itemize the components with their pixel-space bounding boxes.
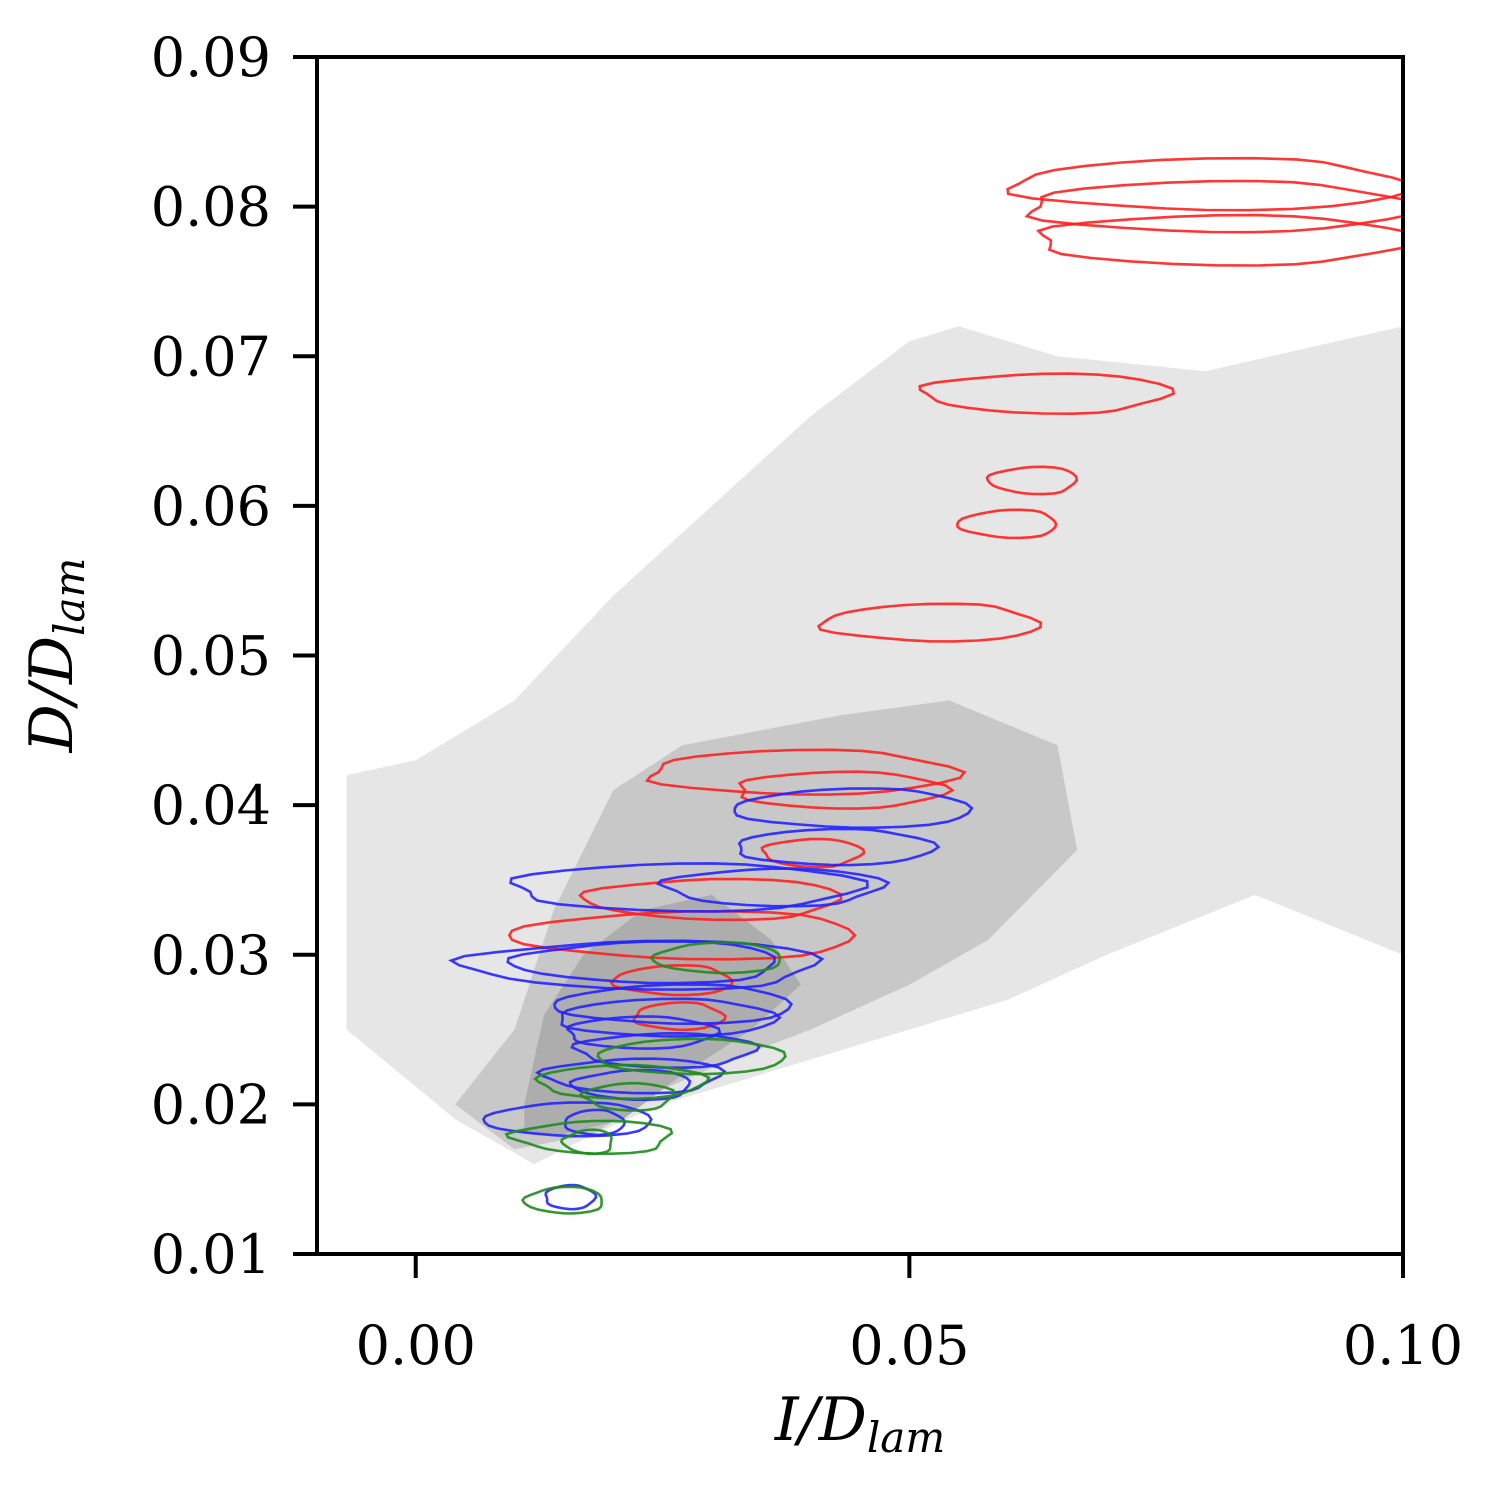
y-tick-label-6: 0.07 xyxy=(151,325,271,388)
contour-red-0 xyxy=(1006,156,1403,212)
contour-red-1 xyxy=(1024,179,1403,234)
contour-red-11 xyxy=(507,909,857,961)
y-tick-label-7: 0.08 xyxy=(151,176,271,239)
contour-red-10 xyxy=(578,877,843,922)
x-axis-ticks: 0.00 0.05 0.10 xyxy=(356,1254,1463,1377)
x-tick-label-0: 0.00 xyxy=(356,1314,476,1377)
contour-red-4 xyxy=(985,465,1079,496)
contour-blue-9 xyxy=(570,1031,762,1070)
contour-blue-0 xyxy=(733,787,974,830)
contour-blue-2 xyxy=(509,862,869,913)
x-tick-label-1: 0.05 xyxy=(849,1314,969,1377)
y-tick-label-4: 0.05 xyxy=(151,625,271,688)
contour-green-4 xyxy=(504,1119,674,1156)
y-tick-label-3: 0.04 xyxy=(151,774,271,837)
contour-blue-6 xyxy=(553,983,794,1026)
y-axis-label-sub: lam xyxy=(45,558,94,636)
y-tick-label-0: 0.01 xyxy=(151,1223,271,1286)
contour-green-5 xyxy=(559,1128,613,1156)
contour-green-0 xyxy=(649,941,782,975)
contour-green-3 xyxy=(578,1081,677,1112)
contour-blue-8 xyxy=(566,1015,722,1050)
y-axis-label-main: D/D xyxy=(17,636,87,753)
contour-red-2 xyxy=(1035,213,1403,267)
x-tick-label-2: 0.10 xyxy=(1343,1314,1463,1377)
y-axis-label: D/Dlam xyxy=(17,558,94,754)
x-axis-label-main: I/D xyxy=(774,1385,867,1455)
contour-red-7 xyxy=(644,748,967,796)
contour-green-6 xyxy=(521,1185,603,1215)
contour-red-5 xyxy=(956,508,1058,540)
contour-red-6 xyxy=(816,602,1043,643)
y-tick-label-5: 0.06 xyxy=(151,475,271,538)
contour-green-1 xyxy=(596,1037,787,1076)
y-tick-label-8: 0.09 xyxy=(151,26,271,89)
contour-blue-11 xyxy=(568,1068,692,1102)
y-tick-label-1: 0.02 xyxy=(151,1073,271,1136)
contour-lines xyxy=(448,156,1403,1215)
contour-red-3 xyxy=(918,372,1176,416)
contour-blue-3 xyxy=(656,867,891,908)
contour-red-8 xyxy=(737,770,955,810)
contour-blue-12 xyxy=(482,1101,653,1138)
y-axis-ticks: 0.01 0.02 0.03 0.04 0.05 0.06 0.07 0.08 0.09 xyxy=(151,26,317,1286)
x-axis-label-sub: lam xyxy=(867,1413,945,1462)
contour-green-2 xyxy=(533,1063,711,1101)
density-histogram xyxy=(346,326,1403,1165)
contour-blue-14 xyxy=(544,1183,598,1211)
contour-blue-1 xyxy=(737,827,941,867)
x-axis-label: I/Dlam xyxy=(774,1385,945,1462)
y-tick-label-2: 0.03 xyxy=(151,924,271,987)
